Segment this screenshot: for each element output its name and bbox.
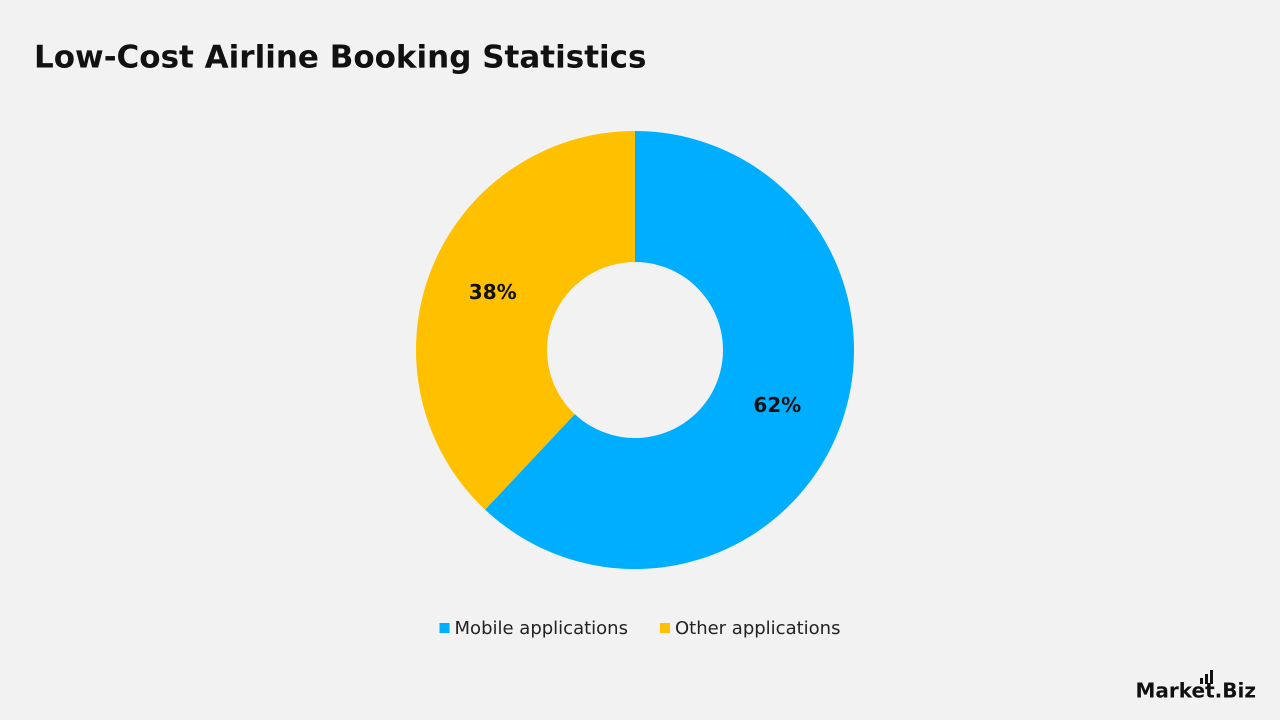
legend-label: Mobile applications	[455, 618, 628, 639]
logo-bar	[1205, 674, 1208, 684]
brand: Market.Biz	[1136, 679, 1257, 703]
donut-slice	[485, 131, 855, 569]
data-label: 38%	[469, 280, 517, 304]
chart-title: Low-Cost Airline Booking Statistics	[34, 40, 646, 76]
data-label: 62%	[753, 393, 801, 417]
logo-bar	[1210, 670, 1213, 684]
donut-slice	[416, 131, 635, 510]
logo-bar	[1200, 678, 1203, 684]
legend-swatch	[659, 623, 670, 633]
legend-label: Other applications	[675, 618, 841, 639]
brand-logo: Market.Biz	[1136, 670, 1257, 703]
legend-swatch	[439, 623, 450, 633]
